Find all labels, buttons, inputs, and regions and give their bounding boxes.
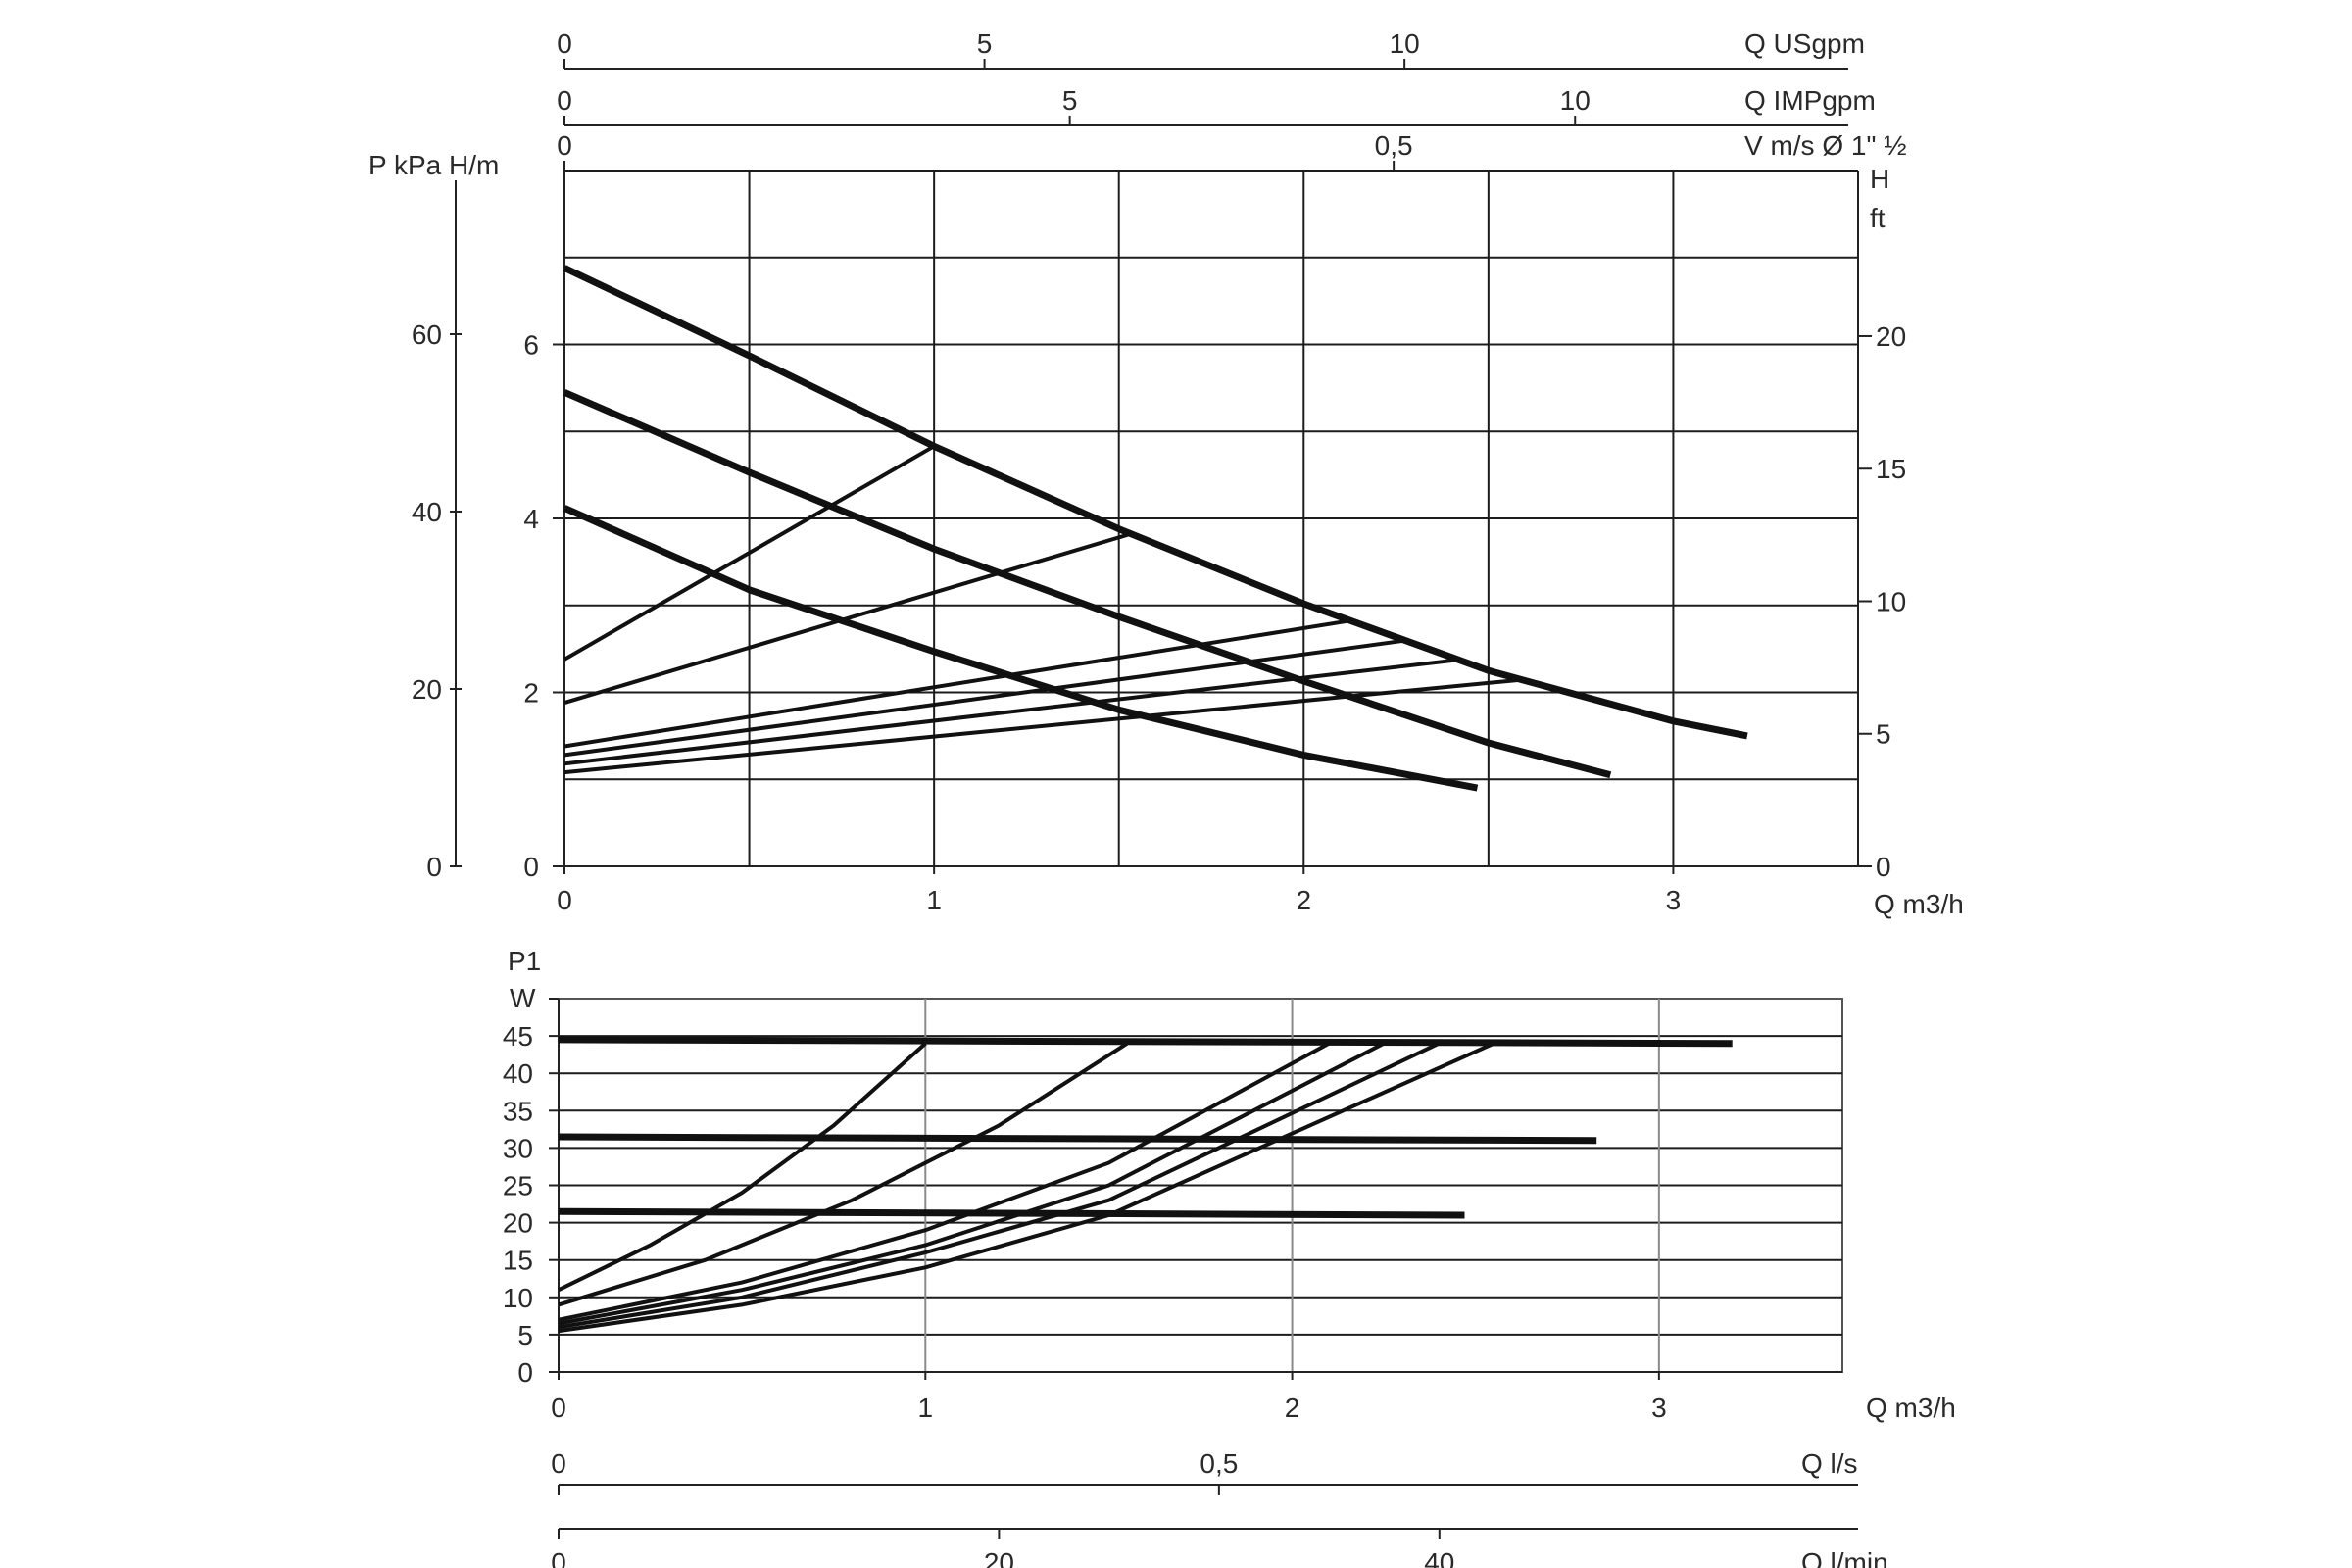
y-tick-label: 5 — [517, 1320, 533, 1350]
y-tick-label: 10 — [503, 1283, 533, 1313]
y-tick-label-m: 2 — [523, 678, 539, 709]
x-tick-label: 1 — [917, 1393, 933, 1423]
x-tick-label: 0 — [557, 885, 572, 915]
x-axis-label: Q m3/h — [1874, 889, 1964, 919]
system-curve-line — [564, 618, 1348, 749]
y-tick-label-kpa: 60 — [412, 319, 442, 350]
bottom-axis-tick-label: 0 — [551, 1547, 566, 1568]
y-tick-label: 45 — [503, 1021, 533, 1052]
bottom-axis-tick-label: 40 — [1424, 1547, 1454, 1568]
y-tick-label-m: 4 — [523, 504, 539, 534]
y-tick-label-ft: 10 — [1876, 586, 1906, 616]
x-tick-label: 1 — [926, 885, 942, 915]
power-level-line — [558, 1036, 1733, 1048]
top-axis-tick-label: 0,5 — [1375, 130, 1413, 161]
bottom-axis-tick-label: 0 — [551, 1448, 566, 1479]
y-tick-label: 20 — [503, 1208, 533, 1239]
bottom-axis-label: Q l/s — [1801, 1448, 1858, 1479]
y-tick-label-m: 0 — [523, 852, 539, 882]
y-tick-label-m: 6 — [523, 330, 539, 361]
y-tick-label: 30 — [503, 1133, 533, 1163]
system-curve-line — [564, 657, 1463, 766]
system-curve-line — [564, 444, 936, 662]
y-tick-label: 15 — [503, 1246, 533, 1276]
top-axis-label: Q IMPgpm — [1744, 85, 1876, 116]
power-level-line — [558, 1133, 1597, 1145]
y2-axis-label-h: H — [1870, 164, 1889, 194]
pump-curve-line — [563, 505, 1479, 792]
power-curve-line — [558, 1042, 927, 1292]
power-level-line — [558, 1207, 1465, 1219]
y-tick-label-kpa: 0 — [426, 852, 442, 882]
y-tick-label-kpa: 20 — [412, 674, 442, 705]
bottom-axis-tick-label: 20 — [984, 1547, 1014, 1568]
bottom-axis-tick-label: 0,5 — [1200, 1448, 1238, 1479]
power-curve-line — [558, 1041, 1495, 1334]
power-curve-line — [558, 1042, 1129, 1307]
power-flow-chart: 0 5 10 15 20 25 30 35 40 45 P1 W 0 1 2 3 Q m3/h 0 0,5 Q l/s… — [503, 946, 1956, 1568]
y-axis-label-p1: P1 — [508, 946, 541, 976]
x-tick-label: 3 — [1666, 885, 1682, 915]
y-tick-label-ft: 5 — [1876, 719, 1891, 750]
system-curve-line — [564, 677, 1526, 775]
x-tick-label: 3 — [1651, 1393, 1667, 1423]
y-tick-label-ft: 20 — [1876, 321, 1906, 352]
pump-curve-line — [563, 265, 1748, 740]
y-tick-label-kpa: 40 — [412, 497, 442, 527]
top-axis-tick-label: 10 — [1390, 28, 1420, 59]
top-axis-label: Q USgpm — [1744, 28, 1865, 59]
y-tick-label: 35 — [503, 1096, 533, 1126]
power-curve-line — [558, 1041, 1441, 1330]
pump-curve-line — [563, 389, 1612, 779]
y-tick-label: 0 — [517, 1357, 533, 1388]
y-tick-label: 25 — [503, 1171, 533, 1201]
power-curve-line — [558, 1041, 1386, 1326]
x-tick-label: 2 — [1285, 1393, 1300, 1423]
y-tick-label-ft: 0 — [1876, 852, 1891, 882]
bottom-axis-label: Q l/min — [1801, 1547, 1888, 1568]
y-tick-label: 40 — [503, 1058, 533, 1089]
x-tick-label: 0 — [551, 1393, 566, 1423]
top-axis-tick-label: 0 — [557, 85, 572, 116]
y-tick-label-ft: 15 — [1876, 454, 1906, 484]
top-axis-tick-label: 0 — [557, 130, 572, 161]
y-axis-label: P kPa H/m — [368, 150, 499, 180]
top-axis-label: V m/s Ø 1" ½ — [1744, 130, 1907, 161]
top-axis-tick-label: 10 — [1560, 85, 1591, 116]
top-axis-tick-label: 5 — [1062, 85, 1078, 116]
y2-axis-label-ft: ft — [1870, 203, 1886, 233]
top-axis-tick-label: 5 — [977, 28, 993, 59]
y-axis-label-w: W — [510, 983, 536, 1013]
power-curve-line — [558, 1041, 1330, 1322]
system-curve-line — [564, 638, 1408, 758]
top-axis-tick-label: 0 — [557, 28, 572, 59]
x-axis-label: Q m3/h — [1866, 1393, 1956, 1423]
system-curve-line — [564, 532, 1131, 706]
x-tick-label: 2 — [1296, 885, 1311, 915]
